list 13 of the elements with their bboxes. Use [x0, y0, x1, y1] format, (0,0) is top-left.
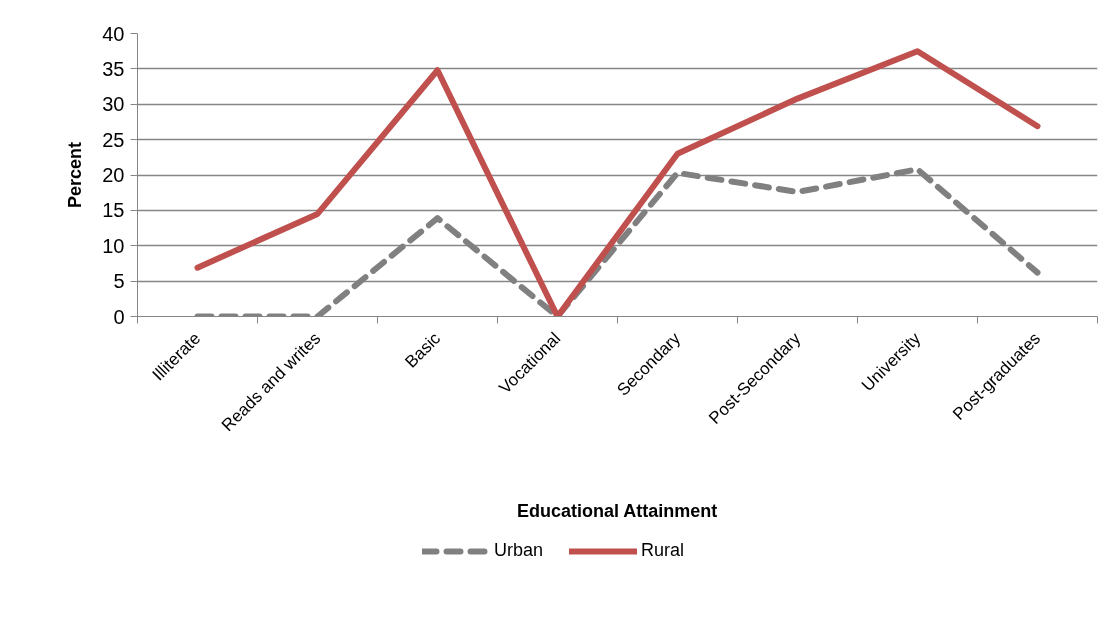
y-tick-label: 15	[102, 199, 125, 222]
x-axis-title: Educational Attainment	[516, 500, 718, 521]
legend-label: Urban	[494, 540, 544, 561]
y-tick-label: 40	[102, 22, 125, 45]
y-tick-label: 20	[102, 164, 125, 186]
y-axis-title: Percent	[65, 141, 86, 209]
y-tick-label: 10	[102, 234, 125, 257]
legend-label: Rural	[641, 540, 685, 561]
y-tick-label: 35	[102, 57, 125, 80]
y-tick-label: 0	[113, 305, 125, 328]
y-tick-label: 5	[113, 270, 125, 293]
y-tick-label: 30	[102, 93, 125, 116]
y-tick-label: 25	[102, 128, 125, 151]
